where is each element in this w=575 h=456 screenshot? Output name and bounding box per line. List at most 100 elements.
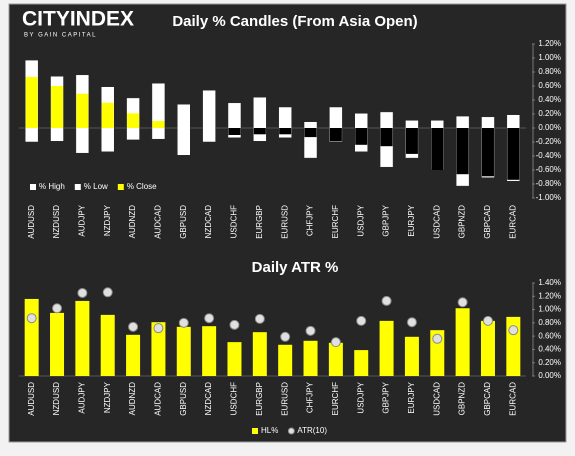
x-tick-label: GBPJPY [382, 204, 391, 236]
candle-body [456, 128, 469, 175]
atr-dot [305, 325, 316, 336]
x-tick-label: AUDUSD [27, 205, 36, 239]
x-tick-label: USDJPY [356, 381, 365, 413]
y-tick-label: 0.40% [538, 95, 561, 104]
chart-title: Daily % Candles (From Asia Open) [172, 13, 417, 30]
x-tick-label: AUDNZD [128, 382, 137, 416]
y-tick-label: 0.40% [538, 345, 561, 354]
candle-body [481, 128, 494, 177]
x-tick-label: EURGBP [255, 205, 264, 239]
candle-body [51, 86, 64, 128]
legend-swatch [252, 428, 258, 434]
x-tick-label: AUDUSD [27, 382, 36, 416]
candle-body [76, 93, 89, 128]
atr-dot [178, 317, 189, 328]
atr-dot [457, 297, 468, 308]
x-tick-label: USDCHF [230, 382, 239, 415]
candle-body [228, 128, 241, 135]
legend-swatch [117, 184, 124, 190]
x-tick-label: GBPJPY [382, 381, 391, 413]
y-tick-label: 1.20% [538, 291, 561, 300]
bar [328, 342, 343, 376]
atr-dot [77, 287, 88, 298]
y-tick-label: 0.00% [538, 123, 561, 132]
bar [126, 334, 141, 376]
bar [480, 320, 495, 376]
atr-dot [482, 315, 493, 326]
candle-range [151, 82, 166, 140]
x-tick-label: GBPUSD [179, 382, 188, 416]
x-tick-label: GBPNZD [458, 205, 467, 239]
x-tick-label: AUDJPY [77, 204, 86, 236]
bar [354, 350, 369, 376]
y-tick-label: 0.80% [538, 67, 561, 76]
x-tick-label: EURCHF [331, 205, 340, 238]
logo-tagline: BY GAIN CAPITAL [24, 33, 97, 39]
x-tick-label: GBPNZD [458, 382, 467, 416]
bar [252, 332, 267, 376]
y-tick-label: 1.00% [538, 305, 561, 314]
bar [303, 340, 318, 376]
x-tick-label: NZDUSD [52, 205, 61, 239]
candle-body [25, 76, 38, 128]
candle-body [405, 128, 418, 154]
atr-dot [52, 303, 63, 314]
x-tick-label: GBPUSD [179, 205, 188, 239]
candle-body [355, 128, 368, 145]
logo-name: CITYINDEX [22, 8, 134, 31]
atr-dot [102, 287, 113, 298]
bar [404, 336, 419, 376]
y-tick-label: 0.20% [538, 358, 561, 367]
candle-body [329, 128, 342, 142]
x-tick-label: EURCAD [508, 205, 517, 239]
x-tick-label: EURJPY [407, 381, 416, 413]
atr-dot [330, 337, 341, 348]
candle-body [152, 121, 165, 128]
x-tick-label: EURUSD [280, 382, 289, 416]
x-tick-label: USDCAD [432, 382, 441, 416]
x-tick-label: AUDNZD [128, 205, 137, 239]
bar [227, 342, 242, 376]
candle-range [202, 89, 216, 143]
atr-dot [128, 321, 139, 332]
x-tick-label: CHFJPY [306, 204, 315, 236]
x-tick-label: USDCAD [432, 205, 441, 239]
y-tick-label: 0.60% [538, 331, 561, 340]
bar [202, 326, 217, 376]
candle-body [253, 128, 266, 135]
bar [50, 312, 65, 376]
x-tick-label: AUDCAD [154, 382, 163, 416]
legend-label: % Close [127, 182, 157, 191]
candle-range [177, 103, 191, 156]
y-tick-label: 1.00% [538, 53, 561, 62]
atr-dot [432, 333, 443, 344]
candle-body [380, 128, 393, 147]
x-tick-label: USDCHF [230, 205, 239, 238]
bar [151, 322, 166, 376]
legend-label: HL% [261, 426, 278, 435]
candle-range [303, 121, 318, 159]
x-tick-label: AUDCAD [154, 205, 163, 239]
candle-body [279, 128, 292, 135]
legend-swatch [30, 184, 36, 190]
chart-title: Daily ATR % [252, 259, 339, 276]
candle-body [304, 128, 317, 138]
x-tick-label: NZDCAD [204, 205, 213, 239]
x-tick-label: NZDUSD [52, 382, 61, 416]
y-tick-label: 1.20% [538, 39, 561, 48]
y-tick-label: -0.40% [536, 151, 561, 160]
candle-body [127, 113, 140, 128]
atr-dot [204, 313, 215, 324]
y-tick-label: -1.00% [536, 193, 561, 202]
atr-dot [406, 317, 417, 328]
x-tick-label: EURUSD [280, 205, 289, 239]
legend-label: % Low [84, 182, 108, 191]
bar [24, 298, 39, 376]
x-tick-label: EURJPY [407, 204, 416, 236]
bar [176, 326, 191, 376]
x-tick-label: NZDJPY [103, 381, 112, 413]
x-tick-label: EURGBP [255, 382, 264, 416]
y-tick-label: 0.00% [538, 371, 561, 380]
atr-dot [153, 323, 164, 334]
